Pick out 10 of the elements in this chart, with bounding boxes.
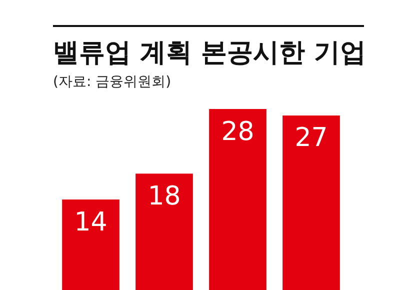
data-label: 14 [74,207,108,238]
chart-subtitle: (자료: 금융위원회) [53,73,172,91]
bar [136,174,193,290]
data-label: 27 [294,123,328,154]
bar [282,115,340,290]
chart-title: 밸류업 계획 본공시한 기업 [53,37,366,70]
bar [62,200,120,290]
bar [209,109,266,290]
data-label: 28 [221,116,254,147]
data-label: 18 [148,181,181,212]
